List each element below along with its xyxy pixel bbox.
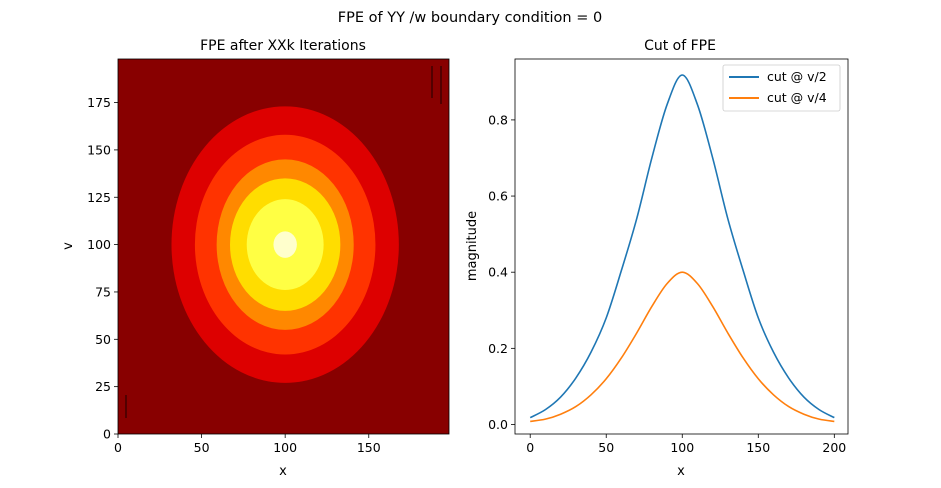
heatmap-y-tick-label: 75	[95, 284, 111, 299]
heatmap-y-tick-label: 125	[87, 190, 111, 205]
line-chart-title: Cut of FPE	[644, 38, 716, 54]
line-frame	[514, 58, 849, 435]
heatmap-y-tick-label: 175	[87, 95, 111, 110]
heatmap-x-ticks: 0 50 100 150	[114, 434, 381, 455]
line-y-tick-label: 0.4	[488, 265, 508, 280]
figure-title: FPE of YY /w boundary condition = 0	[338, 10, 602, 26]
heatmap-frame	[117, 58, 450, 435]
line-x-tick-label: 0	[526, 440, 534, 455]
heatmap-contour-level	[273, 231, 297, 258]
line-x-tick-label: 150	[746, 440, 770, 455]
line-plot-area	[529, 74, 835, 423]
heatmap-y-tick-label: 0	[103, 427, 111, 442]
line-x-tick-label: 100	[670, 440, 694, 455]
heatmap-panel: FPE after XXk Iterations 0 50 100 150 0 25 50…	[61, 38, 450, 479]
line-x-label: x	[677, 464, 685, 479]
legend-label-v2: cut @ v/2	[767, 69, 827, 84]
heatmap-y-ticks: 0 25 50 75 100 125 150 175	[87, 95, 118, 442]
heatmap-y-tick-label: 150	[87, 142, 111, 157]
line-panel: Cut of FPE 0 50 100 150 200 0.00.20.40.60.8 …	[465, 38, 849, 479]
heatmap-x-label: x	[279, 464, 287, 479]
heatmap-image	[118, 59, 449, 434]
line-x-tick-label: 200	[822, 440, 846, 455]
heatmap-x-tick-label: 150	[357, 440, 381, 455]
heatmap-y-tick-label: 100	[87, 237, 111, 252]
line-y-tick-label: 0.2	[488, 341, 508, 356]
line-y-ticks: 0.0 0.2 0.4 0.6 0.8	[488, 112, 515, 432]
line-y-tick-label: 0.6	[488, 189, 508, 204]
heatmap-y-tick-label: 50	[95, 332, 111, 347]
line-x-ticks: 0 50 100 150 200	[526, 434, 846, 455]
heatmap-x-tick-label: 100	[273, 440, 297, 455]
heatmap-title: FPE after XXk Iterations	[200, 38, 366, 54]
legend-label-v4: cut @ v/4	[767, 90, 827, 105]
line-y-tick-label: 0.8	[488, 112, 508, 127]
heatmap-x-tick-label: 0	[114, 440, 122, 455]
legend: cut @ v/2 cut @ v/4	[722, 64, 841, 112]
line-y-tick-label: 0.0	[488, 417, 508, 432]
heatmap-y-label: v	[61, 242, 76, 250]
heatmap-y-tick-label: 25	[95, 379, 111, 394]
heatmap-x-tick-label: 50	[194, 440, 210, 455]
line-y-label: magnitude	[465, 211, 480, 281]
series-line-1	[530, 271, 835, 423]
line-x-tick-label: 50	[598, 440, 614, 455]
series-line-0	[529, 74, 835, 419]
